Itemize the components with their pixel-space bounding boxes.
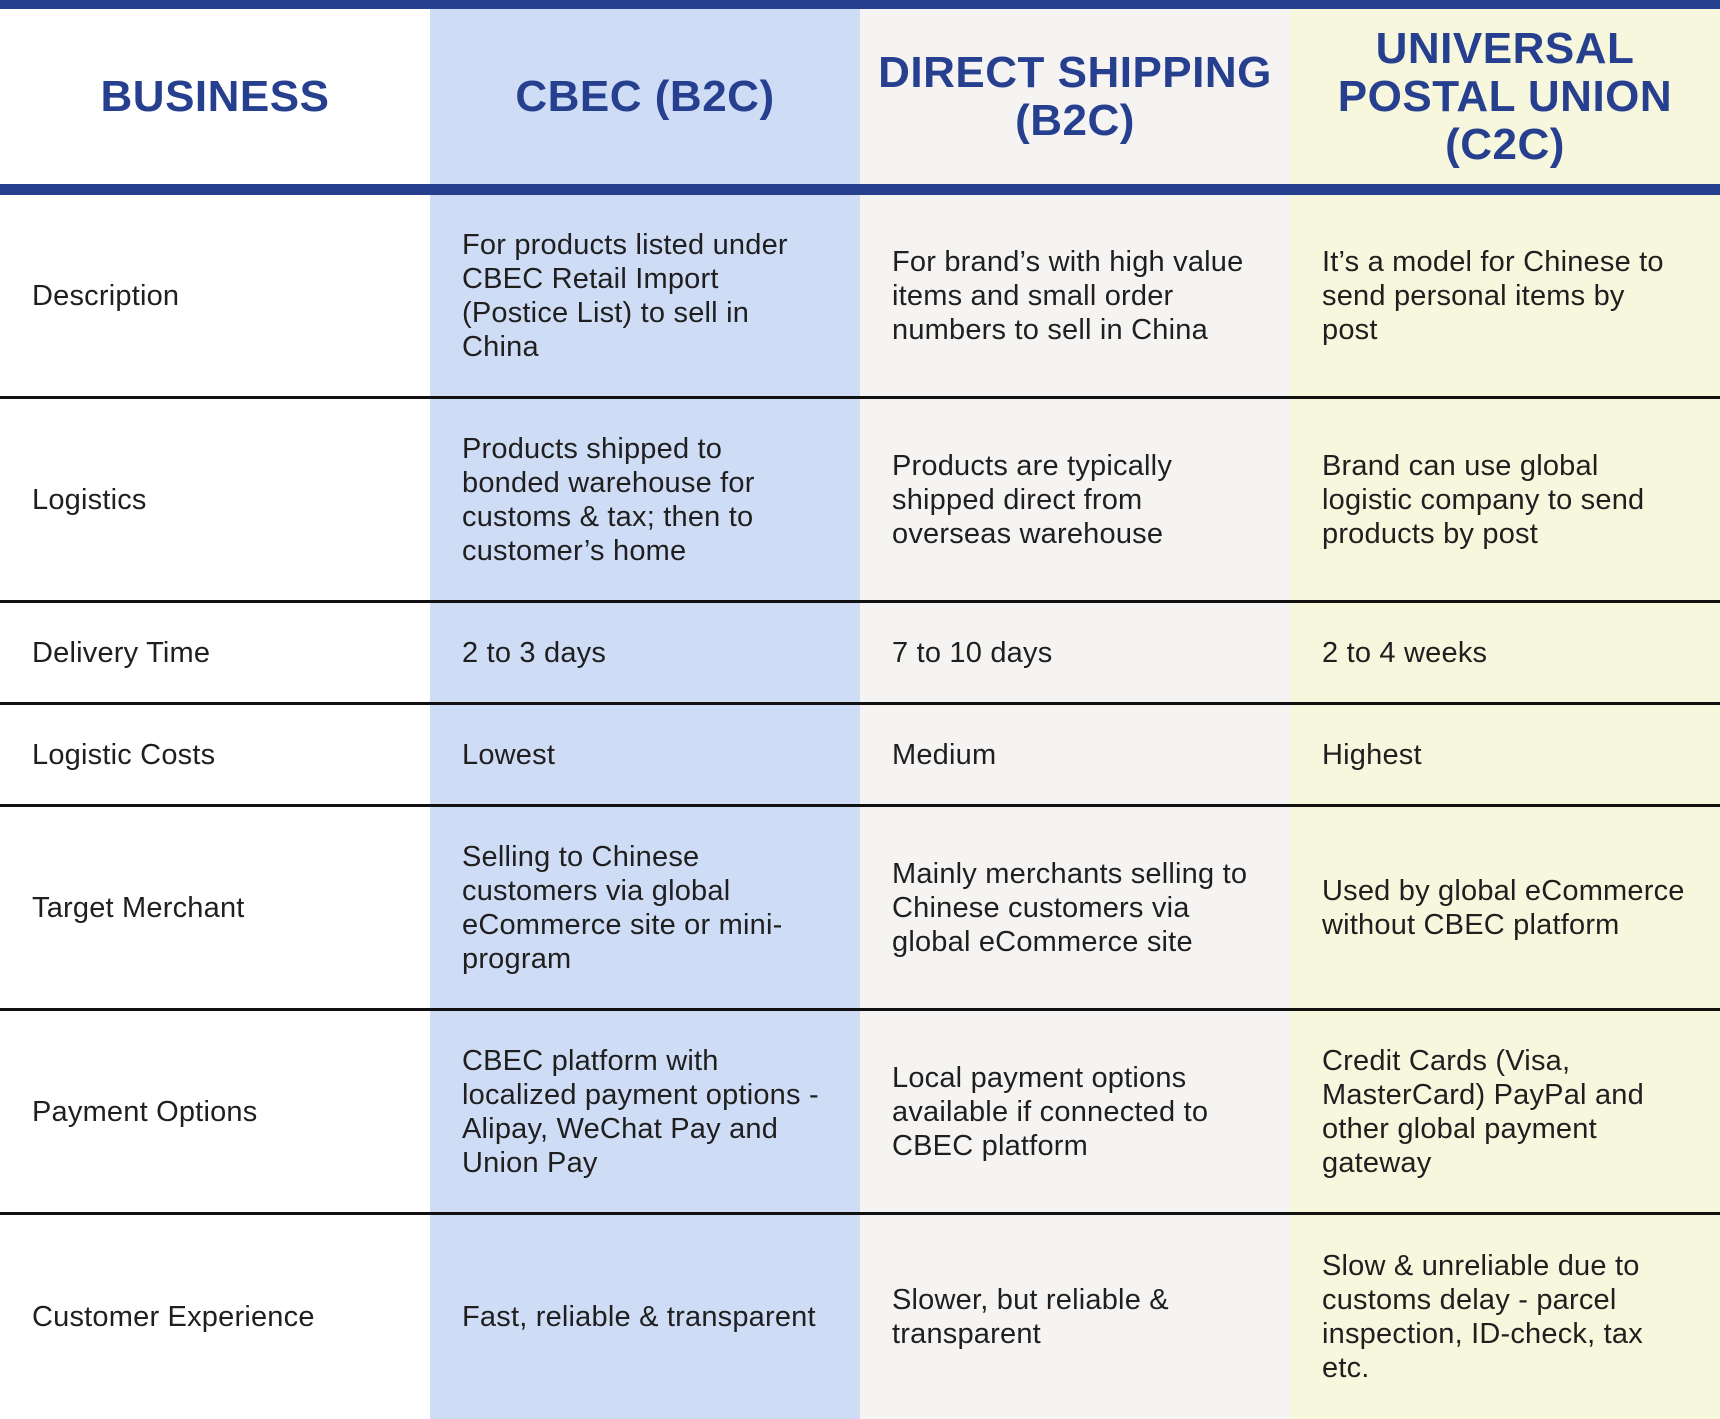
- cell-text: Mainly merchants selling to Chinese cust…: [892, 857, 1248, 958]
- cell-text: Highest: [1322, 738, 1422, 771]
- cell-direct: 7 to 10 days: [860, 603, 1290, 705]
- row-label-text: Logistic Costs: [32, 738, 216, 771]
- cell-text: Products are typically shipped direct fr…: [892, 449, 1173, 550]
- cell-text: 2 to 3 days: [462, 636, 607, 669]
- row-label-text: Payment Options: [32, 1095, 258, 1128]
- row-label: Customer Experience: [0, 1215, 430, 1419]
- header-upu-label: UNIVERSAL POSTAL UNION (C2C): [1337, 23, 1673, 169]
- cell-text: Used by global eCommerce without CBEC pl…: [1322, 874, 1685, 941]
- row-label-text: Delivery Time: [32, 636, 211, 669]
- cell-text: Credit Cards (Visa, MasterCard) PayPal a…: [1322, 1044, 1644, 1179]
- cell-upu: Highest: [1290, 705, 1720, 807]
- cell-text: Lowest: [462, 738, 556, 771]
- cell-text: Fast, reliable & transparent: [462, 1301, 816, 1333]
- cell-upu: 2 to 4 weeks: [1290, 603, 1720, 705]
- cell-upu: It’s a model for Chinese to send persona…: [1290, 195, 1720, 399]
- row-label-text: Logistics: [32, 483, 147, 516]
- cell-cbec: CBEC platform with localized payment opt…: [430, 1011, 860, 1215]
- cell-cbec: 2 to 3 days: [430, 603, 860, 705]
- header-cbec-label: CBEC (B2C): [515, 71, 775, 121]
- cell-text: For brand’s with high value items and sm…: [892, 245, 1244, 346]
- header-cbec: CBEC (B2C): [430, 9, 860, 195]
- cell-upu: Slow & unreliable due to customs delay -…: [1290, 1215, 1720, 1419]
- cell-text: Brand can use global logistic company to…: [1322, 449, 1645, 550]
- cell-direct: Products are typically shipped direct fr…: [860, 399, 1290, 603]
- cell-cbec: Lowest: [430, 705, 860, 807]
- cell-cbec: Fast, reliable & transparent: [430, 1215, 860, 1419]
- header-direct-shipping-label: DIRECT SHIPPING (B2C): [878, 47, 1272, 145]
- cell-text: Slow & unreliable due to customs delay -…: [1322, 1250, 1643, 1384]
- header-universal-postal-union: UNIVERSAL POSTAL UNION (C2C): [1290, 9, 1720, 195]
- cell-direct: Mainly merchants selling to Chinese cust…: [860, 807, 1290, 1011]
- cell-upu: Brand can use global logistic company to…: [1290, 399, 1720, 603]
- cell-text: Slower, but reliable & transparent: [892, 1284, 1169, 1350]
- row-label: Description: [0, 195, 430, 399]
- cell-text: 7 to 10 days: [892, 636, 1053, 669]
- cell-direct: Local payment options available if conne…: [860, 1011, 1290, 1215]
- cell-cbec: For products listed under CBEC Retail Im…: [430, 195, 860, 399]
- cell-cbec: Selling to Chinese customers via global …: [430, 807, 860, 1011]
- row-label: Payment Options: [0, 1011, 430, 1215]
- row-label: Delivery Time: [0, 603, 430, 705]
- cell-direct: Medium: [860, 705, 1290, 807]
- cell-direct: Slower, but reliable & transparent: [860, 1215, 1290, 1419]
- row-label-text: Target Merchant: [32, 891, 245, 924]
- row-label: Target Merchant: [0, 807, 430, 1011]
- row-label-text: Description: [32, 279, 180, 312]
- cell-direct: For brand’s with high value items and sm…: [860, 195, 1290, 399]
- cell-text: It’s a model for Chinese to send persona…: [1322, 245, 1664, 346]
- row-label: Logistic Costs: [0, 705, 430, 807]
- header-direct-shipping: DIRECT SHIPPING (B2C): [860, 9, 1290, 195]
- cell-upu: Credit Cards (Visa, MasterCard) PayPal a…: [1290, 1011, 1720, 1215]
- cell-text: 2 to 4 weeks: [1322, 636, 1488, 669]
- cell-upu: Used by global eCommerce without CBEC pl…: [1290, 807, 1720, 1011]
- cell-text: Products shipped to bonded warehouse for…: [462, 432, 755, 567]
- cell-cbec: Products shipped to bonded warehouse for…: [430, 399, 860, 603]
- cell-text: Medium: [892, 738, 997, 771]
- cell-text: Selling to Chinese customers via global …: [462, 840, 783, 975]
- cell-text: Local payment options available if conne…: [892, 1061, 1209, 1162]
- row-label-text: Customer Experience: [32, 1301, 315, 1333]
- header-business-label: BUSINESS: [100, 71, 330, 121]
- header-business: BUSINESS: [0, 9, 430, 195]
- cell-text: For products listed under CBEC Retail Im…: [462, 228, 788, 363]
- cell-text: CBEC platform with localized payment opt…: [462, 1044, 819, 1179]
- row-label: Logistics: [0, 399, 430, 603]
